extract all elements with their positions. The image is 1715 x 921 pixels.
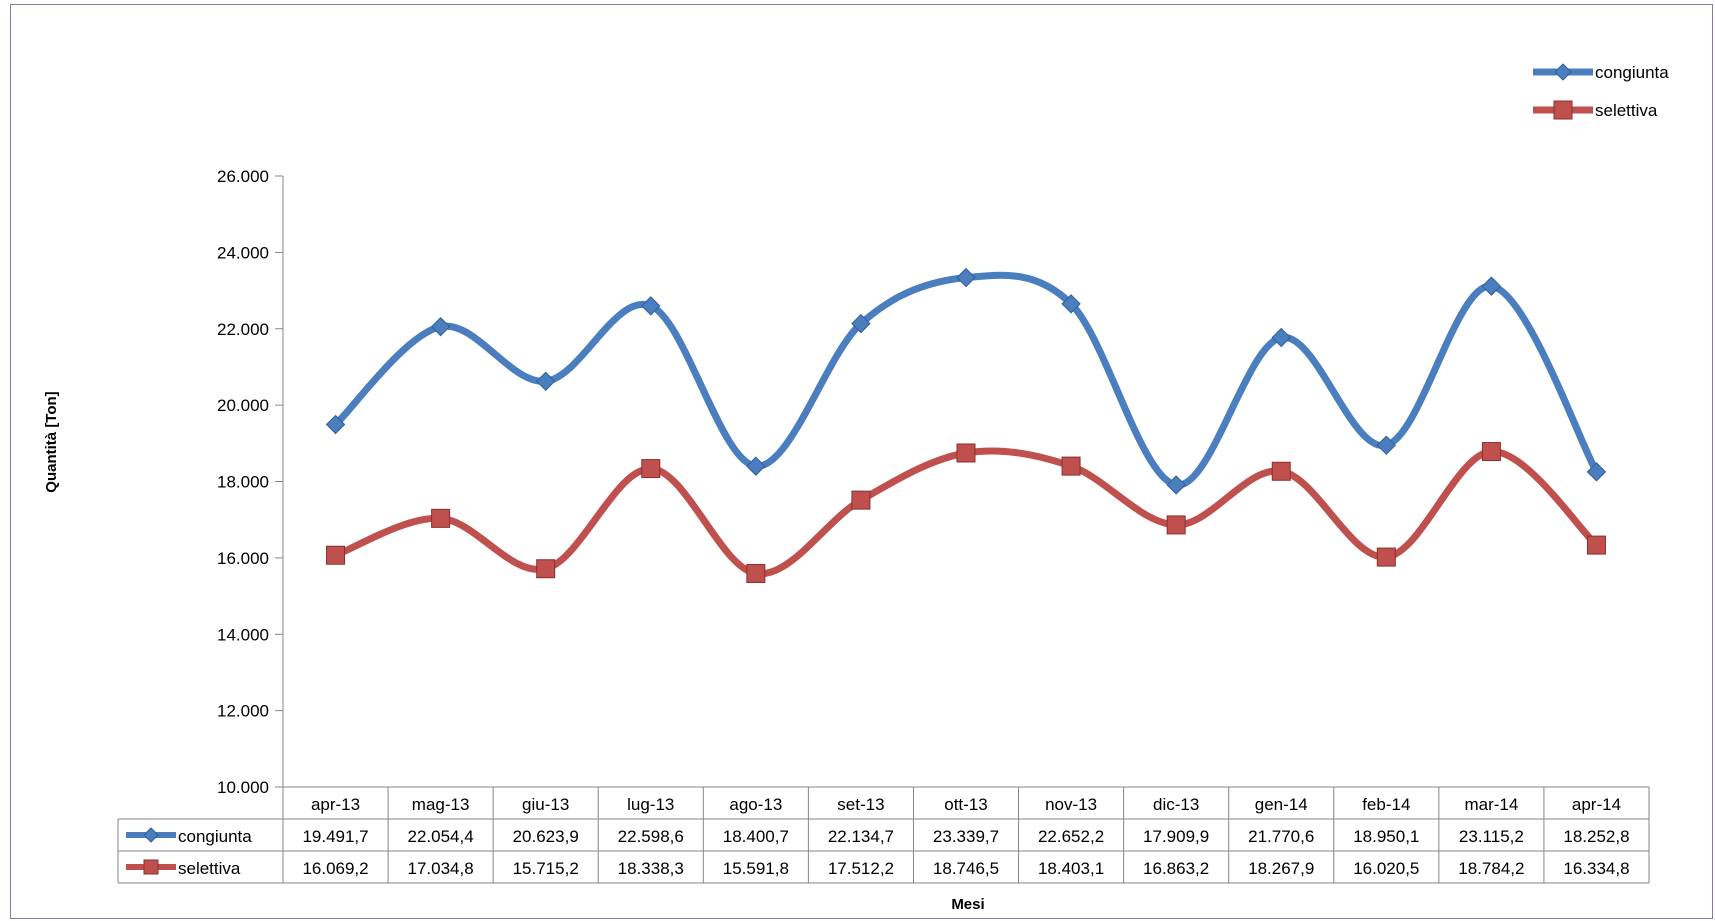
table-value: 19.491,7 bbox=[302, 827, 368, 846]
table-value: 22.652,2 bbox=[1038, 827, 1104, 846]
congiunta-point bbox=[1271, 327, 1291, 348]
table-value: 17.034,8 bbox=[408, 859, 474, 878]
selettiva-table-key-marker bbox=[143, 859, 159, 875]
x-category-label: ott-13 bbox=[944, 795, 987, 814]
congiunta-point bbox=[956, 267, 976, 288]
table-value: 15.591,8 bbox=[723, 859, 789, 878]
table-value: 21.770,6 bbox=[1248, 827, 1314, 846]
selettiva-point bbox=[956, 443, 976, 463]
table-value: 23.115,2 bbox=[1459, 827, 1524, 846]
table-value: 18.338,3 bbox=[618, 859, 684, 878]
series-lines bbox=[332, 271, 1600, 578]
table-value: 16.863,2 bbox=[1143, 859, 1209, 878]
x-category-label: mar-14 bbox=[1464, 795, 1518, 814]
y-tick-label: 10.000 bbox=[217, 778, 269, 797]
selettiva-point bbox=[851, 490, 871, 510]
selettiva-point bbox=[1481, 442, 1501, 462]
legend: congiunta selettiva bbox=[1533, 63, 1669, 120]
table-value: 18.784,2 bbox=[1458, 859, 1524, 878]
table-value: 23.339,7 bbox=[933, 827, 999, 846]
congiunta-line bbox=[332, 271, 1600, 489]
x-category-label: dic-13 bbox=[1153, 795, 1199, 814]
y-tick-label: 20.000 bbox=[217, 396, 269, 415]
table-value: 17.512,2 bbox=[828, 859, 894, 878]
y-tick-label: 18.000 bbox=[217, 473, 269, 492]
table-value: 16.334,8 bbox=[1563, 859, 1629, 878]
table-value: 16.069,2 bbox=[302, 859, 368, 878]
table-value: 18.950,1 bbox=[1353, 827, 1419, 846]
y-axis-title: Quantità [Ton] bbox=[43, 391, 60, 492]
congiunta-table-key-marker bbox=[143, 827, 159, 843]
x-category-label: nov-13 bbox=[1045, 795, 1097, 814]
table-value: 18.252,8 bbox=[1563, 827, 1629, 846]
x-category-label: feb-14 bbox=[1362, 795, 1410, 814]
selettiva-point bbox=[1376, 547, 1396, 567]
table-value: 22.054,4 bbox=[408, 827, 474, 846]
table-value: 20.623,9 bbox=[513, 827, 579, 846]
table-value: 17.909,9 bbox=[1143, 827, 1209, 846]
x-category-label: apr-14 bbox=[1572, 795, 1621, 814]
table-value: 15.715,2 bbox=[513, 859, 579, 878]
x-category-label: mag-13 bbox=[412, 795, 470, 814]
y-tick-label: 26.000 bbox=[217, 167, 269, 186]
y-tick-label: 14.000 bbox=[217, 625, 269, 644]
congiunta-legend-marker bbox=[1554, 63, 1572, 81]
table-value: 18.400,7 bbox=[723, 827, 789, 846]
congiunta-point bbox=[746, 456, 766, 476]
congiunta-point bbox=[1586, 462, 1607, 482]
congiunta-point bbox=[851, 313, 871, 334]
y-tick-label: 22.000 bbox=[217, 320, 269, 339]
y-tick-label: 12.000 bbox=[217, 702, 269, 721]
series-markers bbox=[325, 267, 1607, 583]
y-tick-label: 16.000 bbox=[217, 549, 269, 568]
congiunta-point bbox=[1376, 435, 1397, 455]
selettiva-point bbox=[1166, 515, 1186, 535]
chart-frame bbox=[10, 4, 1713, 919]
selettiva-point bbox=[431, 508, 451, 528]
selettiva-line bbox=[332, 447, 1600, 578]
x-category-label: ago-13 bbox=[729, 795, 782, 814]
selettiva-point bbox=[746, 563, 766, 583]
table-value: 22.598,6 bbox=[618, 827, 684, 846]
legend-label: congiunta bbox=[1595, 63, 1669, 82]
selettiva-point bbox=[641, 459, 661, 479]
congiunta-point bbox=[430, 316, 451, 337]
x-category-label: gen-14 bbox=[1255, 795, 1308, 814]
congiunta-point bbox=[1061, 294, 1081, 314]
axes: 10.000 12.000 14.000 16.000 18.000 20.000 22.0… bbox=[217, 167, 284, 797]
table-series-name: selettiva bbox=[178, 859, 241, 878]
table-value: 18.403,1 bbox=[1038, 859, 1104, 878]
congiunta-point bbox=[325, 414, 346, 435]
table-series-name: congiunta bbox=[178, 827, 252, 846]
selettiva-point bbox=[1586, 535, 1606, 555]
table-value: 16.020,5 bbox=[1353, 859, 1419, 878]
x-category-label: giu-13 bbox=[522, 795, 569, 814]
selettiva-point bbox=[326, 545, 346, 565]
legend-label: selettiva bbox=[1595, 101, 1658, 120]
data-table: apr-13 mag-13 giu-13 lug-13 ago-13 set-13 ott-… bbox=[117, 786, 1650, 884]
selettiva-point bbox=[1061, 456, 1081, 476]
table-value: 18.267,9 bbox=[1248, 859, 1314, 878]
selettiva-legend-marker bbox=[1553, 100, 1573, 120]
congiunta-point bbox=[641, 296, 661, 316]
selettiva-point bbox=[536, 559, 556, 579]
x-axis-title: Mesi bbox=[951, 896, 984, 913]
y-tick-label: 24.000 bbox=[217, 243, 269, 262]
selettiva-point bbox=[1271, 461, 1291, 481]
x-category-label: set-13 bbox=[837, 795, 884, 814]
congiunta-point bbox=[1481, 276, 1502, 296]
x-category-label: lug-13 bbox=[627, 795, 674, 814]
congiunta-point bbox=[535, 371, 556, 392]
x-category-label: apr-13 bbox=[311, 795, 360, 814]
table-value: 22.134,7 bbox=[828, 827, 894, 846]
table-value: 18.746,5 bbox=[933, 859, 999, 878]
congiunta-point bbox=[1166, 475, 1186, 495]
